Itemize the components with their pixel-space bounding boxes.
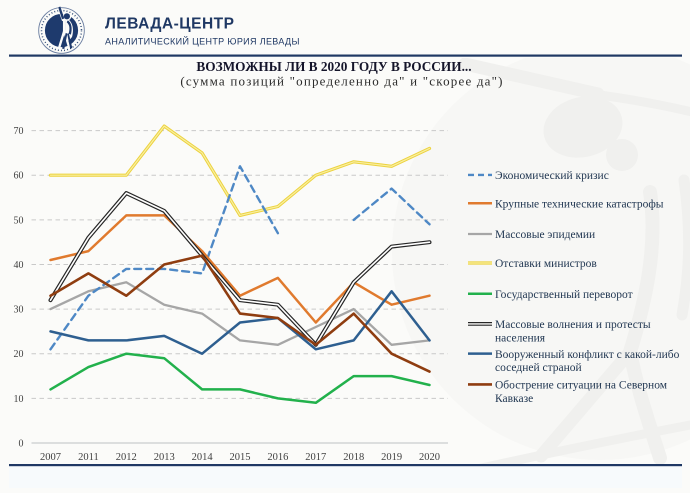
svg-text:60: 60 xyxy=(14,171,24,182)
svg-text:населения: населения xyxy=(495,333,546,345)
svg-text:Экономический кризис: Экономический кризис xyxy=(495,170,609,182)
svg-text:Отставки министров: Отставки министров xyxy=(495,258,597,270)
svg-text:30: 30 xyxy=(14,305,24,316)
svg-text:2016: 2016 xyxy=(267,452,288,463)
svg-text:2011: 2011 xyxy=(78,452,99,463)
svg-text:Государственный переворот: Государственный переворот xyxy=(495,289,633,301)
svg-text:40: 40 xyxy=(14,260,24,271)
svg-text:2013: 2013 xyxy=(154,452,175,463)
svg-text:Массовые эпидемии: Массовые эпидемии xyxy=(495,229,595,241)
svg-text:2019: 2019 xyxy=(381,452,402,463)
svg-text:2007: 2007 xyxy=(40,452,61,463)
svg-text:2012: 2012 xyxy=(116,452,137,463)
svg-text:50: 50 xyxy=(14,215,24,226)
svg-text:20: 20 xyxy=(14,349,24,360)
svg-text:2017: 2017 xyxy=(305,452,326,463)
svg-text:Вооруженный конфликт с какой-л: Вооруженный конфликт с какой-либо xyxy=(495,349,680,361)
svg-text:(сумма позиций "определенно да: (сумма позиций "определенно да" и "скоре… xyxy=(180,74,503,89)
svg-text:Обострение ситуации на Северно: Обострение ситуации на Северном xyxy=(495,380,668,392)
svg-text:Кавказе: Кавказе xyxy=(495,393,533,405)
svg-text:соседней страной: соседней страной xyxy=(495,362,582,374)
svg-text:2015: 2015 xyxy=(230,452,251,463)
svg-text:ВОЗМОЖНЫ ЛИ В 2020 ГОДУ В РОСС: ВОЗМОЖНЫ ЛИ В 2020 ГОДУ В РОССИИ... xyxy=(196,59,471,74)
svg-text:Крупные технические катастрофы: Крупные технические катастрофы xyxy=(495,198,664,210)
svg-text:ЛЕВАДА-ЦЕНТР: ЛЕВАДА-ЦЕНТР xyxy=(105,16,234,33)
svg-text:АНАЛИТИЧЕСКИЙ ЦЕНТР ЮРИЯ ЛЕВАД: АНАЛИТИЧЕСКИЙ ЦЕНТР ЮРИЯ ЛЕВАДЫ xyxy=(105,36,300,47)
svg-text:70: 70 xyxy=(14,126,24,137)
svg-text:2014: 2014 xyxy=(192,452,214,463)
svg-text:10: 10 xyxy=(14,394,24,405)
svg-text:Массовые волнения и протесты: Массовые волнения и протесты xyxy=(495,319,651,331)
svg-text:0: 0 xyxy=(19,438,24,449)
svg-text:2020: 2020 xyxy=(419,452,440,463)
svg-text:2018: 2018 xyxy=(343,452,364,463)
